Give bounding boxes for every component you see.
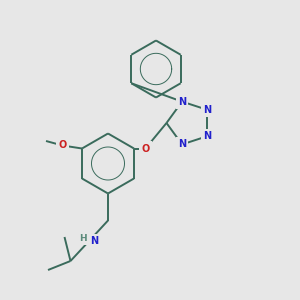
Text: N: N	[178, 140, 186, 149]
Text: N: N	[203, 131, 211, 141]
Text: O: O	[141, 143, 150, 154]
Text: N: N	[203, 105, 211, 115]
Text: N: N	[90, 236, 99, 247]
Text: H: H	[79, 234, 86, 243]
Text: N: N	[178, 97, 186, 106]
Text: O: O	[58, 140, 67, 151]
